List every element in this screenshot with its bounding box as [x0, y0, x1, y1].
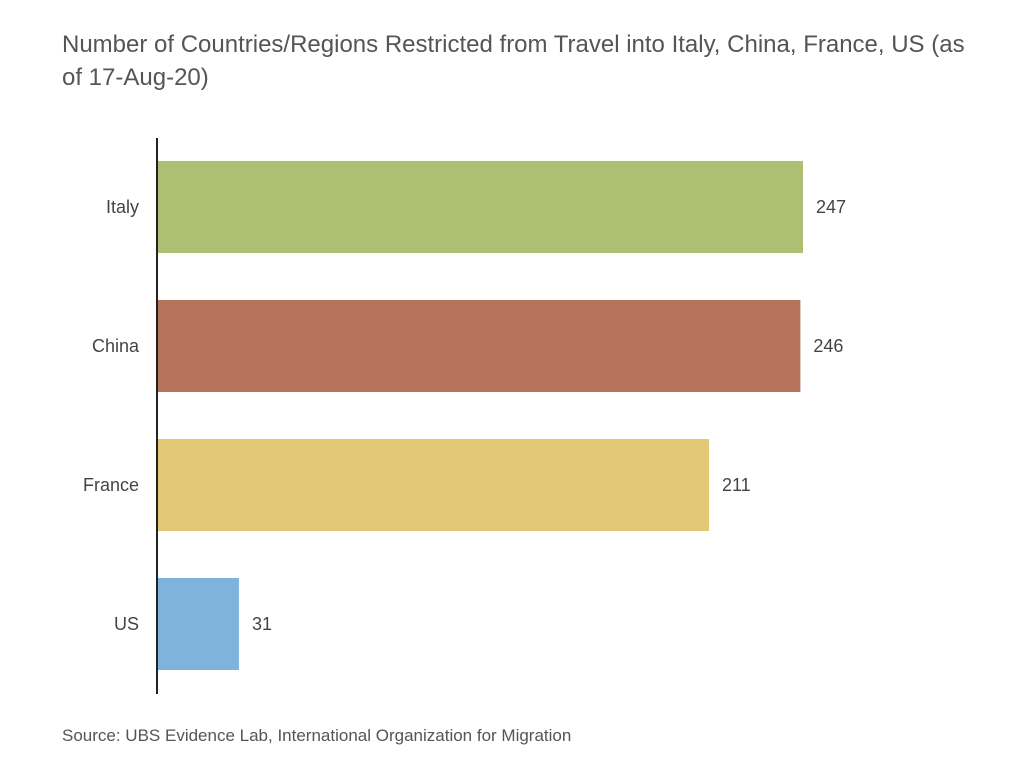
bar-italy: [158, 161, 803, 253]
category-label-us: US: [114, 614, 139, 634]
category-label-france: France: [83, 475, 139, 495]
value-label-france: 211: [722, 475, 751, 495]
bar-france: [158, 439, 709, 531]
chart-source: Source: UBS Evidence Lab, International …: [62, 726, 572, 745]
value-label-china: 246: [813, 336, 843, 356]
value-label-us: 31: [252, 614, 272, 634]
value-label-italy: 247: [816, 197, 846, 217]
chart-title: Number of Countries/Regions Restricted f…: [62, 31, 965, 91]
bar-us: [158, 578, 239, 670]
bar-china: [158, 300, 801, 392]
category-label-italy: Italy: [106, 197, 139, 217]
category-label-china: China: [92, 336, 140, 356]
